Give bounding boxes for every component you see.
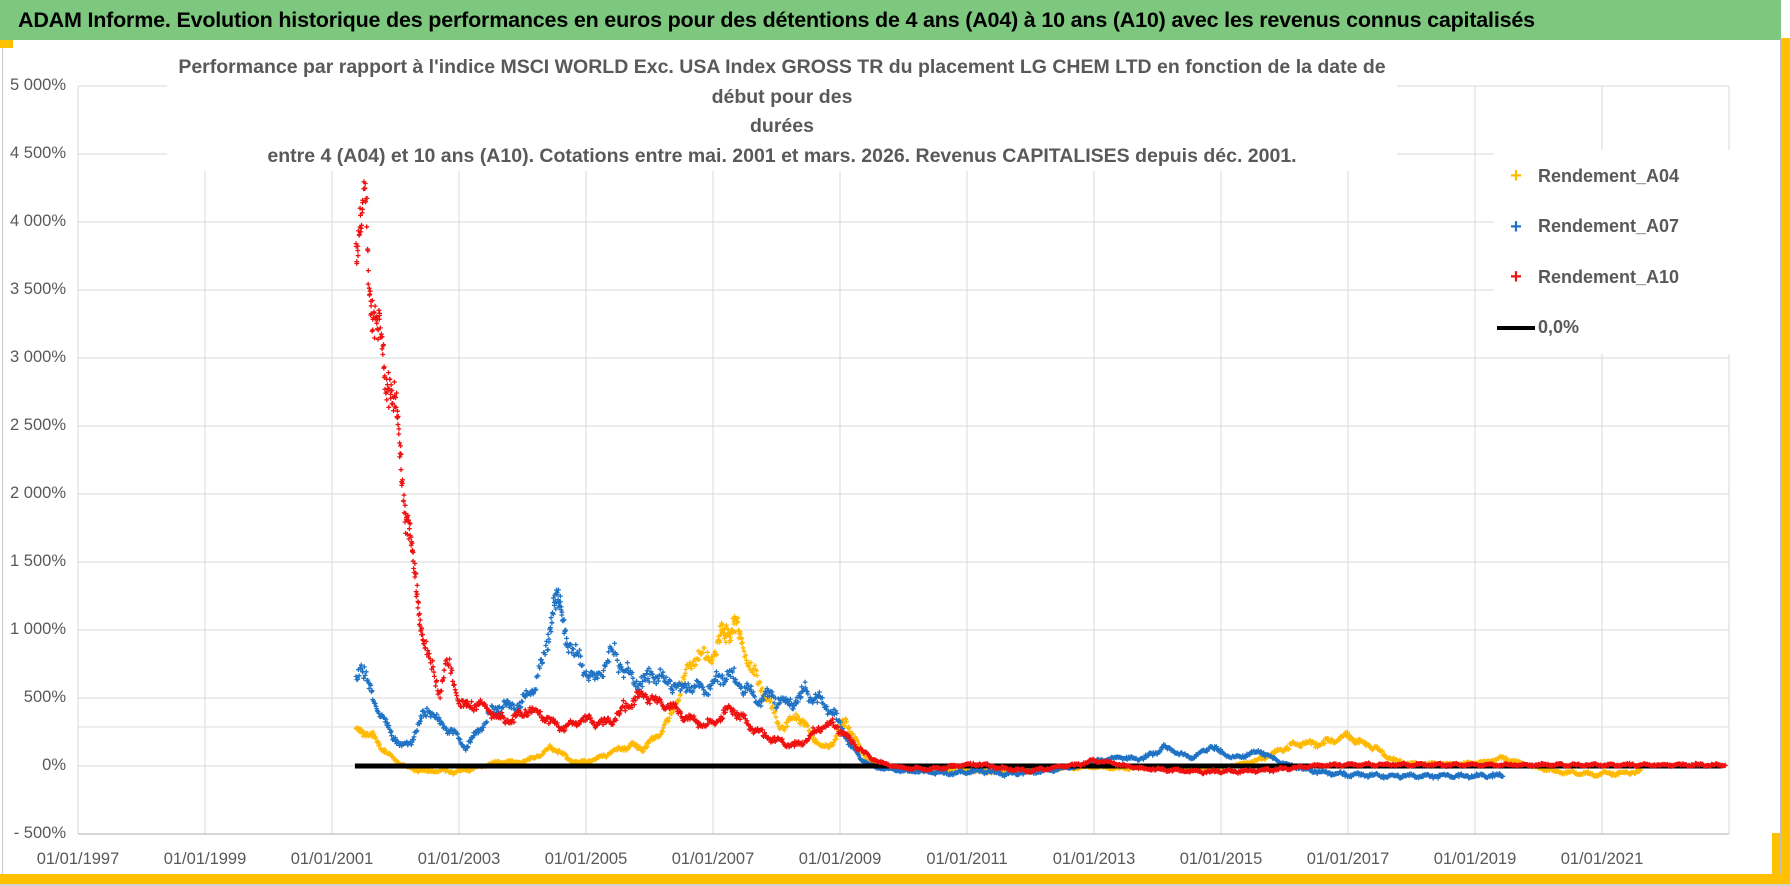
y-axis-label: 1 500% xyxy=(10,552,66,570)
legend-item-rendement-a10[interactable]: + Rendement_A10 xyxy=(1494,255,1734,299)
chart-title-line3: entre 4 (A04) et 10 ans (A10). Cotations… xyxy=(267,144,1297,167)
legend-label: Rendement_A04 xyxy=(1538,165,1680,186)
y-axis-label: 500% xyxy=(23,688,66,706)
x-axis-label: 01/01/2015 xyxy=(1179,850,1263,868)
y-axis-label: - 500% xyxy=(13,824,66,842)
y-axis-label: 3 000% xyxy=(10,348,66,366)
window-bottom-border xyxy=(0,874,1790,884)
plus-marker-icon: + xyxy=(1510,215,1522,238)
y-axis-label: 3 500% xyxy=(10,280,66,298)
x-axis-label: 01/01/1999 xyxy=(163,850,247,868)
chart-title-line2: durées xyxy=(750,115,814,137)
legend-item-rendement-a07[interactable]: + Rendement_A07 xyxy=(1494,205,1734,249)
y-axis-label: 4 000% xyxy=(10,212,66,230)
window-bottom-line xyxy=(0,884,1790,886)
chart-legend: + Rendement_A04 + Rendement_A07 + Rendem… xyxy=(1494,150,1734,354)
yellow-accent-tab xyxy=(0,40,13,48)
chart-title-line1: Performance par rapport à l'indice MSCI … xyxy=(178,56,1386,108)
x-axis-label: 01/01/2013 xyxy=(1052,850,1136,868)
chart-plot-area[interactable] xyxy=(78,86,1729,834)
plus-marker-icon: + xyxy=(1510,266,1522,289)
x-axis-label: 01/01/1997 xyxy=(36,850,120,868)
y-axis-label: 5 000% xyxy=(10,76,66,94)
x-axis-label: 01/01/2021 xyxy=(1560,850,1644,868)
legend-item-zero-line[interactable]: 0,0% xyxy=(1494,306,1734,350)
x-axis-label: 01/01/2017 xyxy=(1306,850,1390,868)
x-axis-label: 01/01/2001 xyxy=(290,850,374,868)
y-axis-label: 4 500% xyxy=(10,144,66,162)
window-left-border xyxy=(2,48,3,874)
x-axis-label: 01/01/2009 xyxy=(798,850,882,868)
report-title: ADAM Informe. Evolution historique des p… xyxy=(18,7,1535,32)
x-axis-label: 01/01/2005 xyxy=(544,850,628,868)
legend-label: Rendement_A07 xyxy=(1538,216,1680,237)
x-axis-label: 01/01/2007 xyxy=(671,850,755,868)
y-axis-label: 2 500% xyxy=(10,416,66,434)
y-axis-label: 2 000% xyxy=(10,484,66,502)
report-header-bar: ADAM Informe. Evolution historique des p… xyxy=(0,0,1781,40)
window-right-border xyxy=(1780,38,1790,886)
x-axis-label: 01/01/2019 xyxy=(1433,850,1517,868)
y-axis-label: 0% xyxy=(42,756,66,774)
plus-marker-icon: + xyxy=(1510,165,1522,187)
y-axis-label: 1 000% xyxy=(10,620,66,638)
x-axis-label: 01/01/2003 xyxy=(417,850,501,868)
x-axis-label: 01/01/2011 xyxy=(926,850,1008,868)
legend-label: Rendement_A10 xyxy=(1538,266,1680,287)
legend-label: 0,0% xyxy=(1538,317,1580,338)
zero-line-icon xyxy=(1497,325,1535,330)
chart-title: Performance par rapport à l'indice MSCI … xyxy=(167,53,1397,171)
legend-item-rendement-a04[interactable]: + Rendement_A04 xyxy=(1494,154,1734,198)
